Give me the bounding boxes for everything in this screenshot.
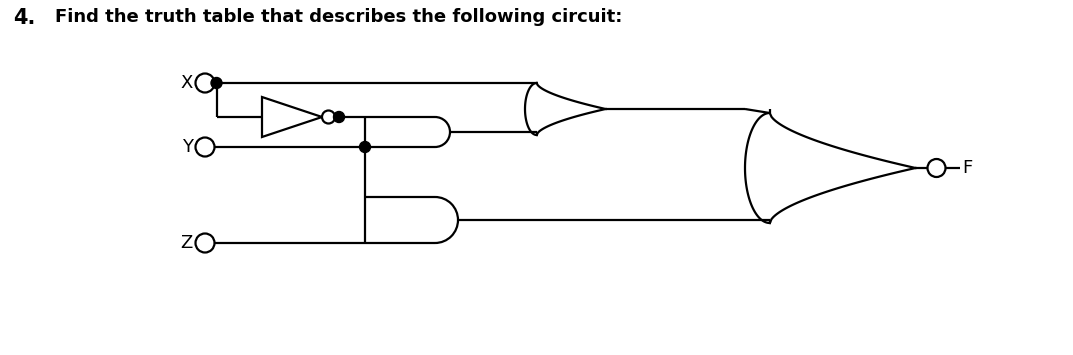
- Circle shape: [359, 142, 370, 153]
- Text: Z: Z: [180, 234, 193, 252]
- Text: X: X: [180, 74, 193, 92]
- Text: Y: Y: [182, 138, 193, 156]
- Circle shape: [334, 111, 344, 122]
- Text: F: F: [962, 159, 973, 177]
- Text: Find the truth table that describes the following circuit:: Find the truth table that describes the …: [55, 8, 622, 26]
- Circle shape: [211, 77, 222, 88]
- Text: 4.: 4.: [13, 8, 35, 28]
